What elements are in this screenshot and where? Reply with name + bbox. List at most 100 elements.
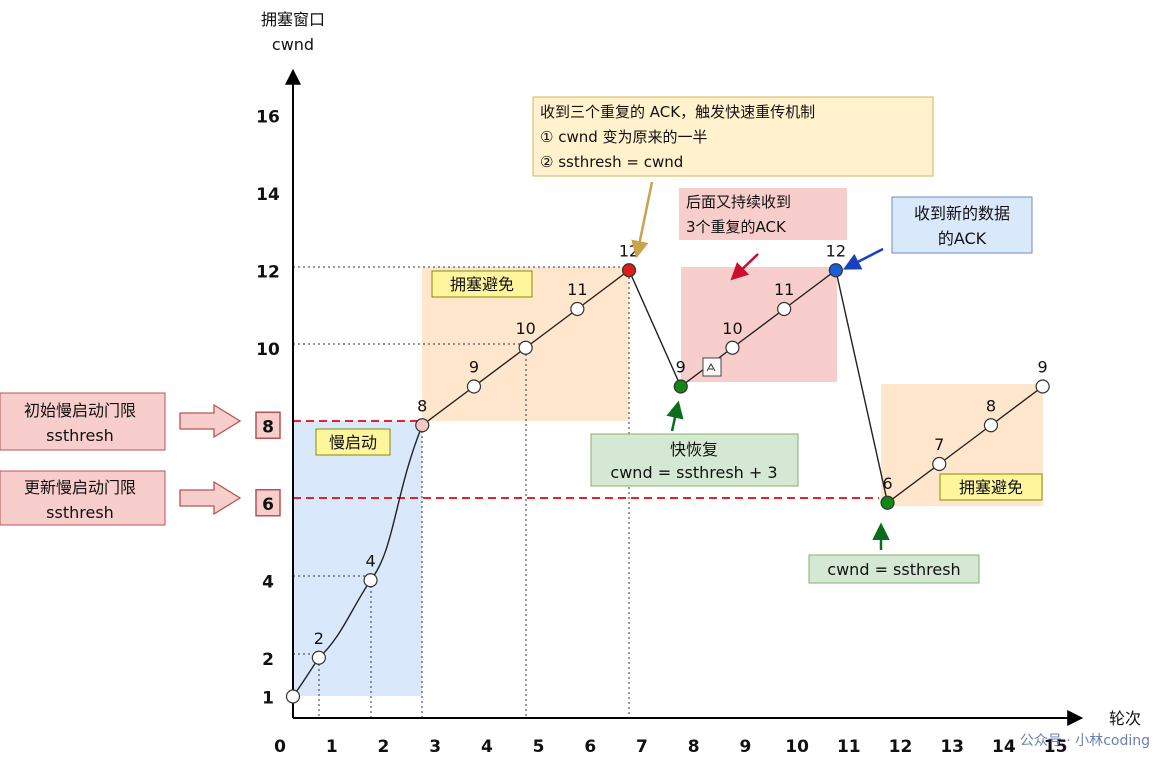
cwnd-point-label: 10 <box>515 319 535 338</box>
cwnd-point <box>880 495 895 510</box>
y-axis-title: 拥塞窗口 <box>261 10 325 29</box>
cwnd-point-label: 12 <box>826 241 846 260</box>
cwnd-point <box>311 650 326 665</box>
cwnd-point-label: 10 <box>722 319 742 338</box>
cwnd-point-label: 6 <box>882 474 892 493</box>
cwnd-reset-box <box>808 554 980 584</box>
x-tick-label: 1 <box>326 737 338 757</box>
initial-ssthresh-term: ssthresh <box>46 426 114 445</box>
y-tick-box <box>255 411 281 439</box>
x-tick-labels: 0 1 2 3 4 5 6 7 8 9 10 11 12 13 14 15 <box>274 737 1067 757</box>
cwnd-point <box>777 301 792 317</box>
initial-ssthresh-arrow <box>179 403 242 439</box>
new-ack-arrow <box>842 247 884 270</box>
initial-ssthresh-box <box>0 392 166 451</box>
x-tick-label: 6 <box>584 737 596 757</box>
x-tick-label: 7 <box>636 737 648 757</box>
x-tick-label: 15 <box>1044 737 1068 757</box>
y-tick-label: 12 <box>256 262 280 282</box>
y-tick-label: 8 <box>262 417 274 437</box>
cwnd-point-label: 11 <box>774 280 794 299</box>
cwnd-point-label: 11 <box>567 280 587 299</box>
new-ack-note-box <box>891 196 1033 254</box>
continued-ack-note-line1: 后面又持续收到 <box>686 193 791 211</box>
triple-ack-note-line1: 收到三个重复的 ACK，触发快速重传机制 <box>540 103 815 121</box>
cwnd-point-label: 4 <box>365 551 375 570</box>
x-tick-label: 13 <box>940 737 964 757</box>
y-tick-label: 14 <box>256 185 280 205</box>
x-tick-label: 0 <box>274 737 286 757</box>
cwnd-point-label: 2 <box>314 629 324 648</box>
new-ack-note-line2: 的ACK <box>938 229 987 248</box>
cwnd-point <box>1035 379 1050 394</box>
fast-recovery-formula: cwnd = ssthresh + 3 <box>610 463 777 482</box>
fast-recovery-box <box>590 433 799 487</box>
x-tick-label: 2 <box>378 737 390 757</box>
cwnd-point <box>415 418 430 433</box>
cwnd-point-label: 9 <box>676 358 686 377</box>
cwnd-point-label: 8 <box>417 396 427 415</box>
cwnd-point <box>570 301 585 317</box>
cwnd-points: 2 4 8 9 10 11 12 9 10 11 12 6 7 8 9 <box>285 241 1050 704</box>
y-tick-label: 6 <box>262 495 274 515</box>
cwnd-point-label: 12 <box>619 241 639 260</box>
cwnd-reset-text: cwnd = ssthresh <box>827 560 960 579</box>
slow-start-region <box>293 421 422 696</box>
x-tick-label: 8 <box>688 737 700 757</box>
triple-ack-arrow <box>631 181 654 259</box>
cwnd-point <box>983 418 999 433</box>
continued-ack-note-line2: 3个重复的ACK <box>686 218 787 236</box>
initial-ssthresh-title: 初始慢启动门限 <box>24 401 136 420</box>
y-tick-label: 1 <box>262 689 274 709</box>
updated-ssthresh-box <box>0 470 166 526</box>
slow-start-label-box <box>315 428 391 456</box>
x-axis-title: 轮次 <box>1109 709 1141 728</box>
cwnd-point-label: 9 <box>469 358 479 377</box>
x-tick-label: 12 <box>889 737 913 757</box>
fast-recovery-arrow <box>666 400 684 432</box>
continued-ack-note-box <box>679 188 847 240</box>
cwnd-point <box>363 573 378 588</box>
cwnd-point <box>285 689 301 704</box>
y-tick-label: 4 <box>262 572 274 592</box>
cwnd-point <box>518 340 533 355</box>
updated-ssthresh-term: ssthresh <box>46 503 114 522</box>
y-axis-title-cwnd: cwnd <box>272 35 314 54</box>
x-tick-label: 9 <box>739 737 751 757</box>
cwnd-point-label: 7 <box>934 435 944 454</box>
cwnd-point-label: 9 <box>1038 358 1048 377</box>
translate-icon <box>702 357 722 377</box>
avoidance-label-box-1 <box>431 270 533 298</box>
cwnd-point <box>932 456 947 472</box>
x-tick-label: 4 <box>481 737 493 757</box>
x-tick-label: 5 <box>533 737 545 757</box>
cwnd-point <box>828 263 843 278</box>
slow-start-label: 慢启动 <box>329 433 377 452</box>
updated-ssthresh-title: 更新慢启动门限 <box>24 478 136 497</box>
avoidance-label-1: 拥塞避免 <box>450 275 514 294</box>
updated-ssthresh-arrow <box>179 480 242 516</box>
cwnd-point <box>466 379 482 394</box>
triple-ack-note-line3: ② ssthresh = cwnd <box>540 153 683 171</box>
triple-ack-note-box <box>532 96 934 177</box>
avoidance-label-2: 拥塞避免 <box>959 478 1023 497</box>
guide-lines <box>293 266 630 718</box>
y-tick-label: 10 <box>256 340 280 360</box>
continued-ack-arrow <box>730 253 759 281</box>
new-ack-note-line1: 收到新的数据 <box>914 204 1010 223</box>
cwnd-point <box>621 263 637 278</box>
watermark: 公众号 · 小林coding <box>1020 733 1150 749</box>
y-tick-label: 16 <box>256 107 280 127</box>
y-tick-label: 2 <box>262 650 274 670</box>
cwnd-point <box>725 340 740 355</box>
avoidance-label-box-2 <box>939 473 1043 501</box>
x-tick-label: 14 <box>992 737 1016 757</box>
fast-recovery-title: 快恢复 <box>670 440 718 459</box>
y-tick-box <box>255 489 281 517</box>
x-tick-label: 3 <box>429 737 441 757</box>
cwnd-point <box>673 379 688 394</box>
triple-ack-note-line2: ① cwnd 变为原来的一半 <box>540 128 708 146</box>
x-tick-label: 10 <box>785 737 809 757</box>
